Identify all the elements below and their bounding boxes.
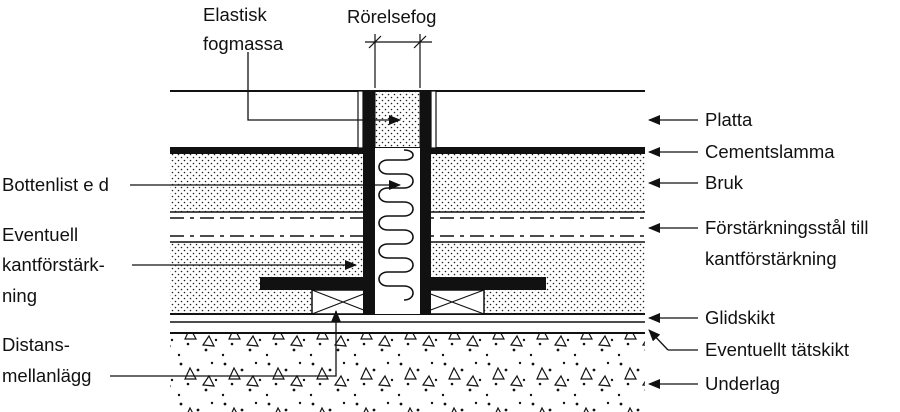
label-glidskikt: Glidskikt	[705, 307, 775, 328]
glidskikt-layer	[170, 314, 645, 333]
joint-width-dimension	[365, 34, 432, 88]
label-elastisk-line1: Elastisk	[203, 4, 267, 25]
label-eventuell-line1: Eventuell	[2, 224, 78, 245]
label-bruk: Bruk	[705, 172, 744, 193]
leader-lines	[110, 52, 698, 389]
label-elastisk-line2: fogmassa	[203, 33, 284, 54]
label-forstarkning-line1: Förstärkningsstål till	[705, 217, 868, 238]
label-platta: Platta	[705, 109, 753, 130]
underlag-layer	[170, 333, 645, 412]
label-forstarkning-line2: kantförstärkning	[705, 248, 837, 269]
label-bottenlist: Bottenlist e d	[2, 174, 109, 195]
label-eventuell-line2: kantförstärk-	[2, 254, 105, 275]
label-distans-line2: mellanlägg	[2, 365, 91, 386]
label-eventuell-line3: ning	[2, 285, 37, 306]
movement-joint	[357, 90, 437, 314]
label-distans-line1: Distans-	[2, 334, 70, 355]
label-rorelsefog: Rörelsefog	[347, 6, 436, 27]
label-underlag: Underlag	[705, 373, 780, 394]
label-tatskikt: Eventuellt tätskikt	[705, 339, 849, 360]
label-cementslamma: Cementslamma	[705, 141, 835, 162]
